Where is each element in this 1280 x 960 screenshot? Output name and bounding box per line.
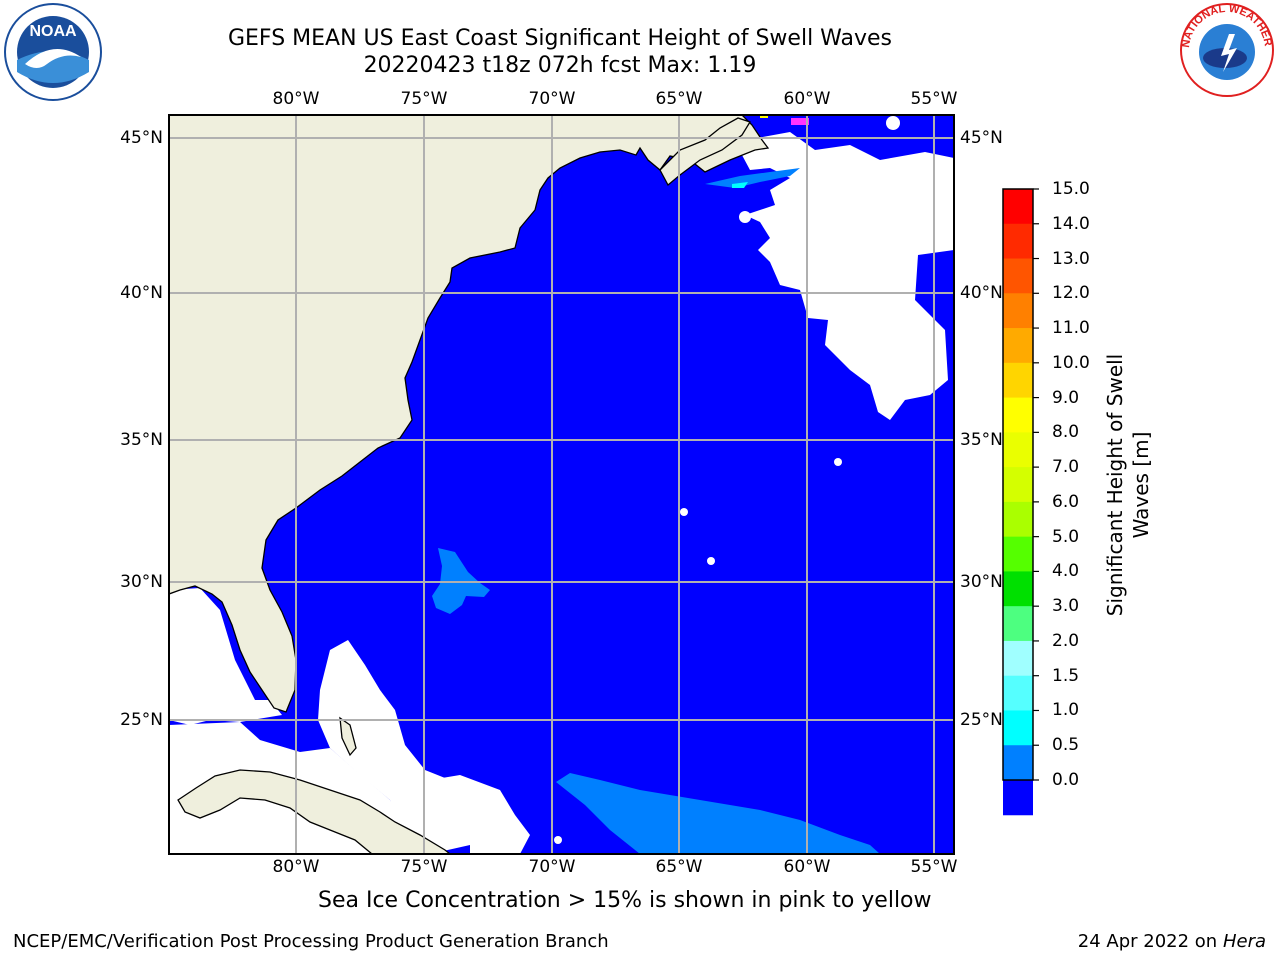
map-frame [168,114,955,855]
lat-label-left: 40°N [120,283,163,303]
colorbar-swatch [1003,328,1033,364]
colorbar-tick-label: 7.0 [1052,457,1080,478]
lon-label-top: 70°W [528,89,576,109]
colorbar-swatch [1003,467,1033,503]
colorbar-swatch [1003,397,1033,433]
colorbar-swatch [1003,710,1033,746]
lat-label-left: 30°N [120,572,163,592]
chart-subtitle: 20220423 t18z 072h fcst Max: 1.19 [363,53,757,78]
colorbar-swatch [1003,432,1033,468]
colorbar-tick-label: 12.0 [1052,283,1090,304]
colorbar-swatch [1003,675,1033,711]
colorbar-label-line1: Significant Height of Swell [1103,353,1127,617]
sea-ice-note: Sea Ice Concentration > 15% is shown in … [318,888,932,913]
colorbar-swatch [1003,223,1033,260]
colorbar-tick-label: 1.5 [1052,665,1080,686]
lon-label-bottom: 70°W [528,857,576,877]
colorbar-tick-label: 4.0 [1052,561,1080,582]
lat-label-right: 40°N [960,283,1003,303]
lon-label-top: 65°W [655,89,703,109]
date-text: 24 Apr 2022 on Hera [1078,931,1266,952]
colorbar-tick-label: 0.0 [1052,770,1080,790]
lat-label-right: 45°N [960,128,1003,148]
noaa-logo: NOAA [3,2,103,102]
colorbar-tick-label: 3.0 [1052,596,1080,617]
colorbar-swatch [1003,362,1033,399]
lon-label-bottom: 60°W [783,857,831,877]
lon-label-bottom: 65°W [655,857,703,877]
colorbar-swatch [1003,293,1033,329]
cuba-land [177,769,452,854]
colorbar-swatch [1003,780,1033,816]
host-name: Hera [1222,931,1266,952]
date-prefix: 24 Apr 2022 on [1077,931,1223,952]
colorbar-label: Significant Height of Swell Waves [m] [1102,354,1154,616]
colorbar-tick-label: 6.0 [1052,491,1080,512]
lat-label-right: 35°N [960,430,1003,450]
sea-ice-areas [791,118,809,125]
colorbar-tick-label: 1.0 [1052,700,1080,721]
andros-island [339,716,357,757]
lat-label-right: 25°N [960,710,1003,730]
lon-label-bottom: 75°W [400,857,448,877]
colorbar-frame [1002,188,1034,781]
lat-label-left: 45°N [120,128,163,148]
sea-ice-yellow [760,115,768,118]
colorbar-swatch [1003,536,1033,572]
lat-label-left: 25°N [120,710,163,730]
lat-label-left: 35°N [120,430,163,450]
colorbar-label-line2: Waves [m] [1129,431,1153,539]
colorbar-tick-label: 11.0 [1052,318,1090,339]
credit-text: NCEP/EMC/Verification Post Processing Pr… [13,931,609,952]
graticule [169,115,954,854]
colorbar-swatch [1003,745,1033,781]
colorbar-swatch [1003,640,1033,677]
colorbar-tick-label: 15.0 [1052,179,1090,199]
colorbar-tick-label: 10.0 [1052,352,1090,373]
land-areas [169,115,770,854]
colorbar-tick-label: 8.0 [1052,422,1080,443]
lon-label-top: 55°W [910,89,958,109]
lon-label-bottom: 80°W [272,857,320,877]
colorbar-tick-label: 2.0 [1052,630,1080,651]
lon-label-top: 60°W [783,89,831,109]
lon-label-top: 80°W [272,89,320,109]
lon-label-bottom: 55°W [910,857,958,877]
colorbar-tick-label: 13.0 [1052,248,1090,269]
colorbar-swatch [1003,258,1033,294]
colorbar-tick-label: 14.0 [1052,213,1090,234]
swell-1.0-1.5-areas [732,182,748,188]
colorbar-swatch [1003,189,1033,225]
lon-label-top: 75°W [400,89,448,109]
colorbar [1003,188,1039,816]
colorbar-swatch [1003,501,1033,538]
national-weather-service-logo: NATIONAL WEATHER SERVICE [1173,0,1277,100]
colorbar-tick-label: 5.0 [1052,526,1080,547]
colorbar-tick-label: 9.0 [1052,387,1080,408]
lat-label-right: 30°N [960,572,1003,592]
colorbar-tick-label: 0.5 [1052,735,1080,756]
colorbar-swatch [1003,571,1033,607]
svg-text:NOAA: NOAA [29,23,77,40]
colorbar-swatch [1003,606,1033,642]
chart-title: GEFS MEAN US East Coast Significant Heig… [227,26,893,51]
